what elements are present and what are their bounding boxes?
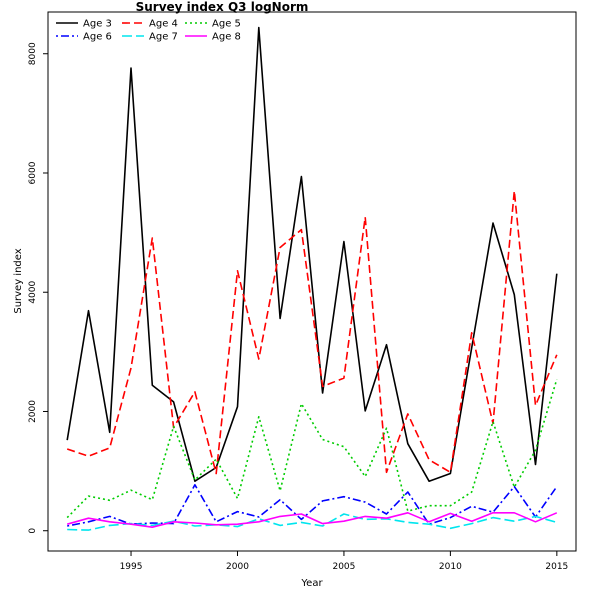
legend-label-age-4: Age 4 [149, 19, 178, 30]
x-axis: 1995 2000 2005 2010 2015 [120, 551, 568, 572]
x-tick-label-2015: 2015 [545, 562, 568, 572]
x-tick-label-1995: 1995 [120, 562, 143, 572]
series-layer [66, 26, 558, 531]
legend-label-age-6: Age 6 [83, 32, 112, 43]
y-tick-label-8000: 8000 [28, 42, 38, 65]
x-axis-label: Year [300, 578, 323, 589]
x-tick-label-2005: 2005 [332, 562, 355, 572]
y-axis-label: Survey index [13, 248, 24, 313]
y-tick-label-4000: 4000 [28, 281, 38, 304]
legend-label-age-8: Age 8 [212, 32, 241, 43]
x-tick-label-2000: 2000 [226, 562, 249, 572]
plot-frame [47, 11, 577, 552]
legend-label-age-5: Age 5 [212, 19, 241, 30]
x-tick-label-2010: 2010 [439, 562, 462, 572]
series-line-age-8 [66, 511, 558, 529]
legend-label-age-7: Age 7 [149, 32, 178, 43]
series-line-age-6 [67, 483, 558, 527]
legend: Age 3 Age 4 Age 5 Age 6 Age 7 Age 8 [56, 19, 241, 43]
y-tick-label-6000: 6000 [28, 161, 38, 184]
y-axis: 0 2000 4000 6000 8000 [28, 42, 48, 534]
chart-title: Survey index Q3 logNorm [136, 0, 309, 14]
y-tick-label-2000: 2000 [28, 400, 38, 423]
series-line-age-3 [66, 26, 558, 483]
y-tick-label-0: 0 [28, 528, 38, 534]
legend-label-age-3: Age 3 [83, 19, 112, 30]
